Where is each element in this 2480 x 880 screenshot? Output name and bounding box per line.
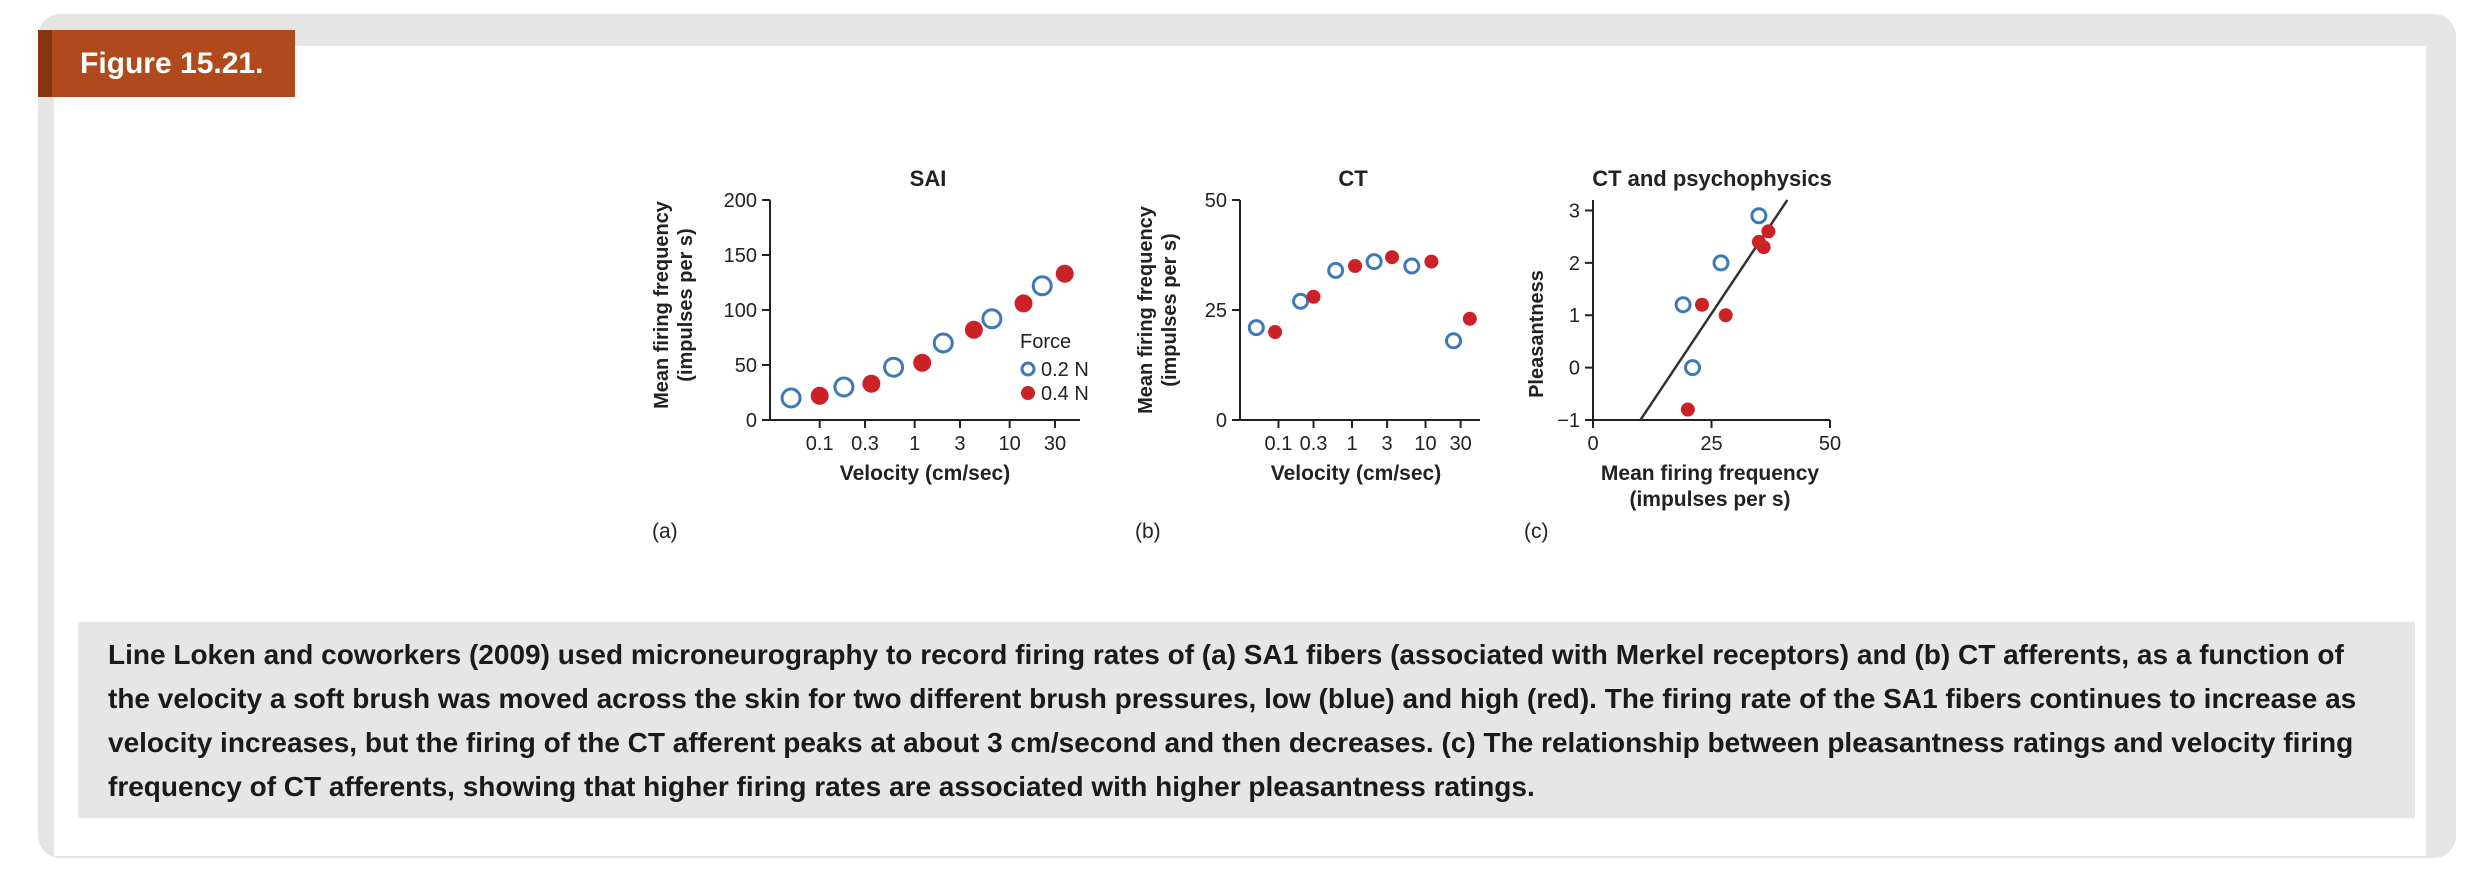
data-point-0.4N (1462, 311, 1477, 326)
data-point-0.2N (1365, 253, 1383, 271)
data-point-0.4N (1761, 224, 1776, 239)
legend-label-0.2N: 0.2 N (1041, 359, 1089, 381)
x-tick-label: 0.3 (1300, 433, 1328, 455)
data-point-0.2N (932, 332, 954, 354)
x-tick-label: 0.1 (1265, 433, 1293, 455)
data-point-0.2N (883, 356, 905, 378)
y-tick-label: 0 (1216, 410, 1227, 432)
y-tick-label: 3 (1569, 200, 1580, 222)
y-tick-label: −1 (1557, 410, 1580, 432)
data-point-0.2N (1403, 257, 1421, 275)
data-point-0.2N (1750, 207, 1768, 225)
panel-c-label: (c) (1524, 520, 1549, 543)
data-point-0.2N (1247, 319, 1265, 337)
data-point-0.4N (862, 374, 881, 393)
panel-a-title: SAI (910, 166, 947, 191)
data-point-0.4N (1680, 402, 1695, 417)
x-tick-label: 30 (1044, 433, 1066, 455)
panel-a: SAI Mean firing frequency (impulses per … (651, 166, 1089, 543)
panel-a-ylabel2: (impulses per s) (675, 228, 697, 381)
x-tick-label: 0 (1587, 433, 1598, 455)
y-tick-label: 50 (735, 355, 757, 377)
y-tick-label: 0 (746, 410, 757, 432)
panel-b-xlabel: Velocity (cm/sec) (1271, 462, 1441, 485)
panel-c-title: CT and psychophysics (1592, 166, 1832, 191)
y-tick-label: 50 (1205, 190, 1227, 212)
data-point-0.4N (1055, 264, 1074, 283)
panel-c-ylabel: Pleasantness (1526, 270, 1548, 398)
caption-box: Line Loken and coworkers (2009) used mic… (78, 622, 2415, 818)
figure-label: Figure 15.21. (38, 30, 295, 97)
panel-b-label: (b) (1135, 520, 1161, 543)
x-tick-label: 0.3 (851, 433, 879, 455)
legend-title: Force (1020, 331, 1071, 353)
data-point-0.2N (1684, 359, 1702, 377)
panel-b-title: CT (1338, 166, 1368, 191)
data-point-0.2N (1674, 296, 1692, 314)
data-point-0.4N (1348, 259, 1363, 273)
panel-a-xlabel: Velocity (cm/sec) (840, 462, 1010, 485)
panel-b: CT Mean firing frequency (impulses per s… (1135, 166, 1441, 543)
y-tick-label: 2 (1569, 253, 1580, 275)
data-point-0.4N (1756, 240, 1771, 255)
x-tick-label: 10 (999, 433, 1021, 455)
panel-a-label: (a) (652, 520, 678, 543)
y-tick-label: 150 (724, 245, 757, 267)
panel-b-ylabel2: (impulses per s) (1159, 233, 1181, 386)
figure-caption: Line Loken and coworkers (2009) used mic… (108, 639, 2357, 802)
y-tick-label: 200 (724, 190, 757, 212)
panel-a-ylabel: Mean firing frequency (651, 200, 673, 409)
data-point-0.4N (1306, 289, 1321, 304)
data-point-0.2N (1712, 254, 1730, 272)
y-tick-label: 25 (1205, 300, 1227, 322)
panel-b-ylabel: Mean firing frequency (1135, 205, 1157, 414)
x-tick-label: 25 (1700, 433, 1722, 455)
x-tick-label: 30 (1450, 433, 1472, 455)
data-point-0.2N (1292, 292, 1310, 310)
data-point-0.2N (1445, 332, 1463, 350)
data-point-0.4N (1424, 254, 1439, 269)
data-point-0.4N (964, 320, 983, 339)
x-tick-label: 50 (1819, 433, 1841, 455)
data-point-0.4N (913, 353, 932, 372)
data-point-0.2N (1031, 275, 1053, 297)
data-point-0.2N (1327, 261, 1345, 279)
data-point-0.4N (1718, 308, 1733, 323)
data-point-0.4N (1268, 325, 1283, 339)
data-point-0.4N (1695, 297, 1710, 312)
x-tick-label: 0.1 (806, 433, 834, 455)
x-tick-label: 3 (1382, 433, 1393, 455)
panel-c: CT and psychophysics Pleasantness Mean f… (1524, 166, 1832, 543)
panel-c-xlabel: Mean firing frequency (1601, 462, 1820, 485)
x-tick-label: 1 (1346, 433, 1357, 455)
x-tick-label: 3 (954, 433, 965, 455)
y-tick-label: 0 (1569, 358, 1580, 380)
legend-marker-0.4N (1021, 386, 1035, 400)
x-tick-label: 1 (909, 433, 920, 455)
legend-label-0.4N: 0.4 N (1041, 383, 1089, 405)
x-tick-label: 10 (1414, 433, 1436, 455)
data-point-0.4N (1385, 250, 1400, 265)
y-tick-label: 1 (1569, 305, 1580, 327)
data-point-0.2N (833, 376, 855, 398)
data-point-0.2N (981, 308, 1003, 330)
data-point-0.2N (780, 387, 802, 409)
y-tick-label: 100 (724, 300, 757, 322)
data-point-0.4N (810, 386, 829, 405)
panel-c-xlabel2: (impulses per s) (1629, 488, 1790, 511)
data-point-0.4N (1014, 294, 1033, 313)
legend-marker-0.2N (1020, 361, 1036, 377)
